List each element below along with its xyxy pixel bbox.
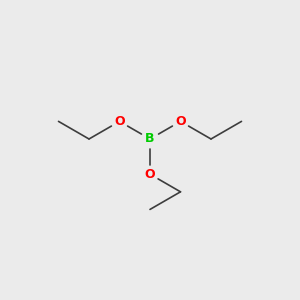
Text: O: O (114, 115, 125, 128)
Text: O: O (145, 168, 155, 181)
Text: B: B (145, 133, 155, 146)
Text: O: O (175, 115, 186, 128)
